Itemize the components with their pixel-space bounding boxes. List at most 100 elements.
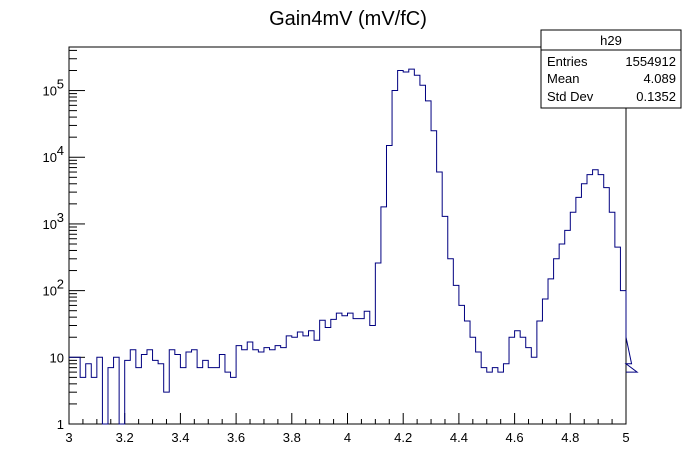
histogram-bin: [537, 321, 543, 424]
histogram-bin: [297, 332, 303, 424]
histogram-bin: [604, 188, 610, 424]
histogram-bin: [392, 91, 398, 424]
histogram-bin: [420, 85, 426, 424]
histogram-bin: [225, 372, 231, 424]
histogram-bin: [509, 337, 515, 424]
histogram-bin: [487, 372, 493, 424]
x-tick-label: 3.4: [171, 430, 189, 445]
histogram-bin: [80, 377, 86, 424]
x-axis: 3 3.2 3.4 3.6 3.8 4 4.2 4.4 4.6 4.8 5: [65, 413, 630, 445]
histogram-bin: [136, 368, 142, 424]
stats-box-frame: [540, 29, 682, 109]
stats-value-stddev: 0.1352: [636, 89, 676, 104]
histogram-bin: [570, 212, 576, 424]
histogram-bin: [381, 207, 387, 424]
x-tick-label: 4.6: [506, 430, 524, 445]
histogram-bin: [615, 247, 621, 424]
histogram-bin: [425, 101, 431, 424]
histogram-bin: [192, 350, 198, 424]
histogram-bin: [141, 355, 147, 424]
histogram-bin: [292, 337, 298, 424]
y-tick-label: 10: [43, 150, 57, 165]
histogram-bin: [476, 352, 482, 424]
y-tick-exponent: 3: [57, 210, 64, 225]
histogram-bin: [197, 368, 203, 424]
histogram-bin: [275, 346, 281, 424]
y-tick-label: 10: [50, 350, 64, 365]
x-tick-label: 3.2: [116, 430, 134, 445]
histogram-bin: [320, 320, 326, 424]
histogram-bin: [437, 172, 443, 424]
x-tick-label: 4.8: [561, 430, 579, 445]
chart-title: Gain4mV (mV/fC): [269, 8, 427, 30]
histogram-bin: [242, 350, 248, 424]
histogram-bin: [97, 357, 103, 424]
histogram-bin: [258, 352, 264, 424]
stats-value-entries: 1554912: [625, 54, 676, 69]
histogram-bin: [203, 360, 209, 424]
histogram-bin: [91, 377, 97, 424]
stats-label-mean: Mean: [547, 71, 580, 86]
histogram-bin: [587, 175, 593, 424]
histogram-bin: [498, 372, 504, 424]
histogram-bin: [264, 348, 270, 424]
y-tick-exponent: 2: [57, 277, 64, 292]
histogram-bin: [359, 319, 365, 424]
stats-label-entries: Entries: [547, 54, 588, 69]
x-tick-label: 4.2: [394, 430, 412, 445]
x-tick-label: 3.6: [227, 430, 245, 445]
histogram-bin: [153, 360, 159, 424]
histogram-bin: [370, 325, 376, 424]
histogram-bin: [270, 350, 276, 424]
x-tick-label: 4: [344, 430, 351, 445]
x-tick-label: 3: [65, 430, 72, 445]
histogram-bin: [515, 331, 521, 424]
histogram-bin: [503, 364, 509, 424]
y-tick-label: 10: [43, 217, 57, 232]
histogram-bin: [403, 72, 409, 424]
histogram-bin: [620, 291, 626, 424]
histogram-bin: [114, 357, 120, 424]
histogram-bin: [470, 337, 476, 424]
y-tick-label: 10: [43, 284, 57, 299]
histogram-bin: [208, 368, 214, 424]
y-tick-exponent: 4: [57, 143, 64, 158]
y-tick-label: 10: [43, 84, 57, 99]
histogram-bin: [108, 368, 114, 424]
histogram-bin: [431, 131, 437, 424]
histogram-bin: [442, 216, 448, 424]
histogram-bin: [409, 69, 415, 424]
histogram-bin: [459, 305, 465, 424]
histogram-bin: [314, 340, 320, 424]
x-tick-label: 3.8: [283, 430, 301, 445]
histogram-bin: [526, 348, 532, 424]
histogram-bin: [147, 350, 153, 424]
histogram-bin: [86, 364, 92, 424]
stats-box: h29 Entries 1554912 Mean 4.089 Std Dev 0…: [540, 29, 682, 109]
histogram-bin: [125, 360, 131, 424]
histogram-bin: [581, 184, 587, 424]
histogram-bin: [336, 313, 342, 424]
histogram-bin: [186, 352, 192, 424]
histogram-bin: [531, 357, 537, 424]
histogram-bin: [331, 319, 337, 424]
histogram-bin: [286, 336, 292, 424]
histogram-bin: [325, 327, 331, 424]
histogram-bin: [169, 350, 175, 424]
histogram-bin: [542, 299, 548, 424]
histogram-bin: [247, 342, 253, 424]
histogram-bin: [353, 319, 359, 424]
histogram-bin: [348, 313, 354, 424]
histogram-bin: [492, 368, 498, 424]
histogram-bin: [520, 337, 526, 424]
histogram-bin: [158, 364, 164, 424]
histogram-bin: [464, 321, 470, 424]
histogram-bin: [214, 368, 220, 424]
histogram-bin: [386, 146, 392, 424]
histogram-bin: [253, 350, 259, 424]
histogram-bin: [364, 311, 370, 424]
stats-histogram-name: h29: [600, 33, 622, 48]
histogram-bin: [576, 197, 582, 424]
histogram-bins: [69, 69, 626, 424]
histogram-bin: [180, 368, 186, 424]
